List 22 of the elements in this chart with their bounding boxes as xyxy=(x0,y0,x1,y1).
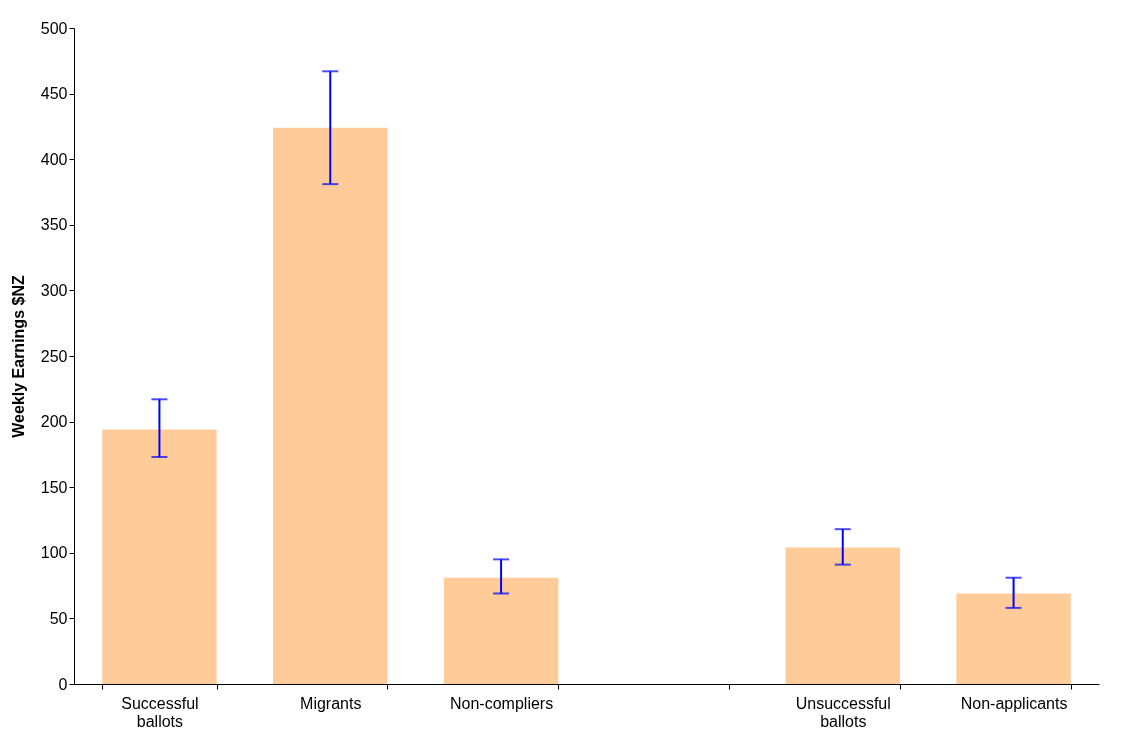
y-tick-label: 500 xyxy=(40,19,68,37)
y-tick-label: 250 xyxy=(40,347,68,365)
x-tick-label: Successful ballots xyxy=(121,694,199,730)
bar xyxy=(785,547,900,684)
bar xyxy=(102,429,217,684)
x-tick-label: Unsuccessful ballots xyxy=(795,694,891,730)
bar xyxy=(273,127,388,684)
y-tick-label: 350 xyxy=(40,216,68,234)
y-tick-label: 150 xyxy=(40,478,68,496)
y-tick-label: 400 xyxy=(40,150,68,168)
y-tick-label: 50 xyxy=(49,609,68,627)
y-tick-label: 200 xyxy=(40,413,68,431)
y-axis-title: Weekly Earnings $NZ xyxy=(9,275,27,438)
x-tick-label: Non-compliers xyxy=(450,694,554,712)
x-tick-label: Migrants xyxy=(300,694,362,712)
y-tick-label: 0 xyxy=(58,675,68,693)
x-tick-label: Non-applicants xyxy=(960,694,1068,712)
bar xyxy=(443,577,559,684)
y-tick-label: 450 xyxy=(40,85,68,103)
bar xyxy=(956,593,1071,684)
y-tick-label: 300 xyxy=(40,281,68,299)
y-tick-label: 100 xyxy=(40,544,68,562)
